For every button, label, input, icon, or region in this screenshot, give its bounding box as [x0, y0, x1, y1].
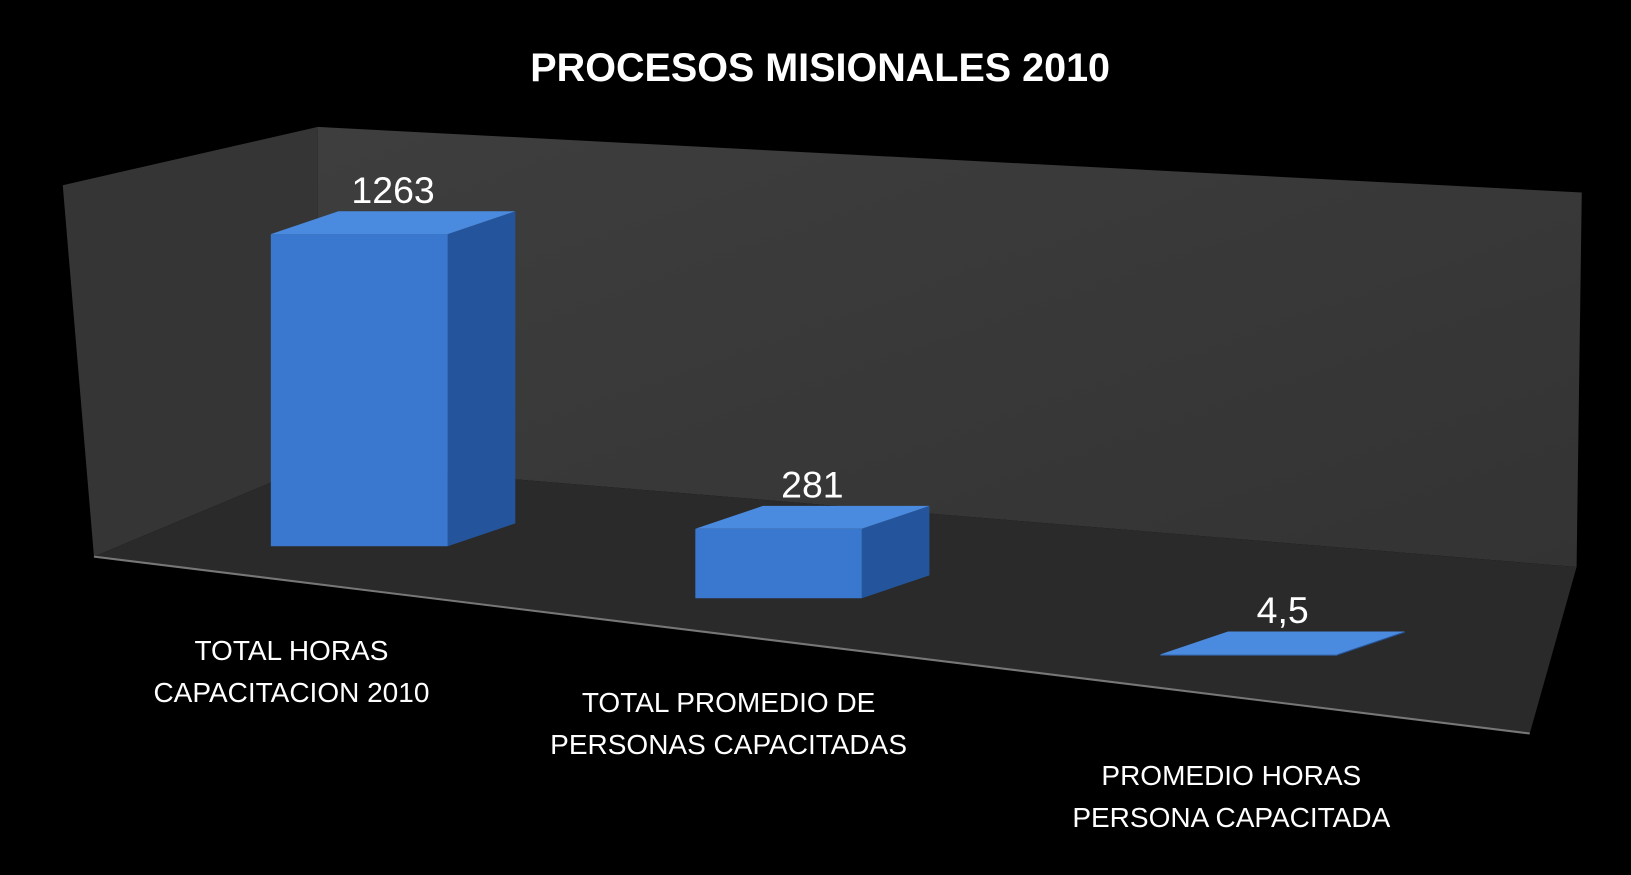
category-label: PROMEDIO HORAS PERSONA CAPACITADA — [1072, 760, 1391, 834]
bar-front — [1160, 654, 1338, 656]
bar-side — [861, 505, 930, 599]
value-label: 281 — [781, 464, 843, 506]
bar-front — [695, 528, 862, 599]
category-label: TOTAL HORAS CAPACITACION 2010 — [153, 635, 430, 709]
bar — [695, 505, 930, 599]
bar-top — [1160, 631, 1405, 655]
bar — [1160, 631, 1405, 656]
value-label: 1263 — [351, 169, 434, 211]
floor-edge — [93, 555, 1530, 735]
bar — [270, 211, 516, 547]
bar-top — [270, 211, 516, 235]
bar-front — [270, 234, 448, 547]
bar-top — [695, 505, 930, 529]
back-wall — [317, 126, 1582, 568]
side-wall — [62, 126, 318, 557]
chart-title: PROCESOS MISIONALES 2010 — [530, 46, 1110, 90]
bar-side — [447, 211, 516, 547]
category-label: TOTAL PROMEDIO DE PERSONAS CAPACITADAS — [550, 687, 907, 761]
bar-side — [1337, 631, 1405, 656]
value-label: 4,5 — [1257, 589, 1309, 631]
